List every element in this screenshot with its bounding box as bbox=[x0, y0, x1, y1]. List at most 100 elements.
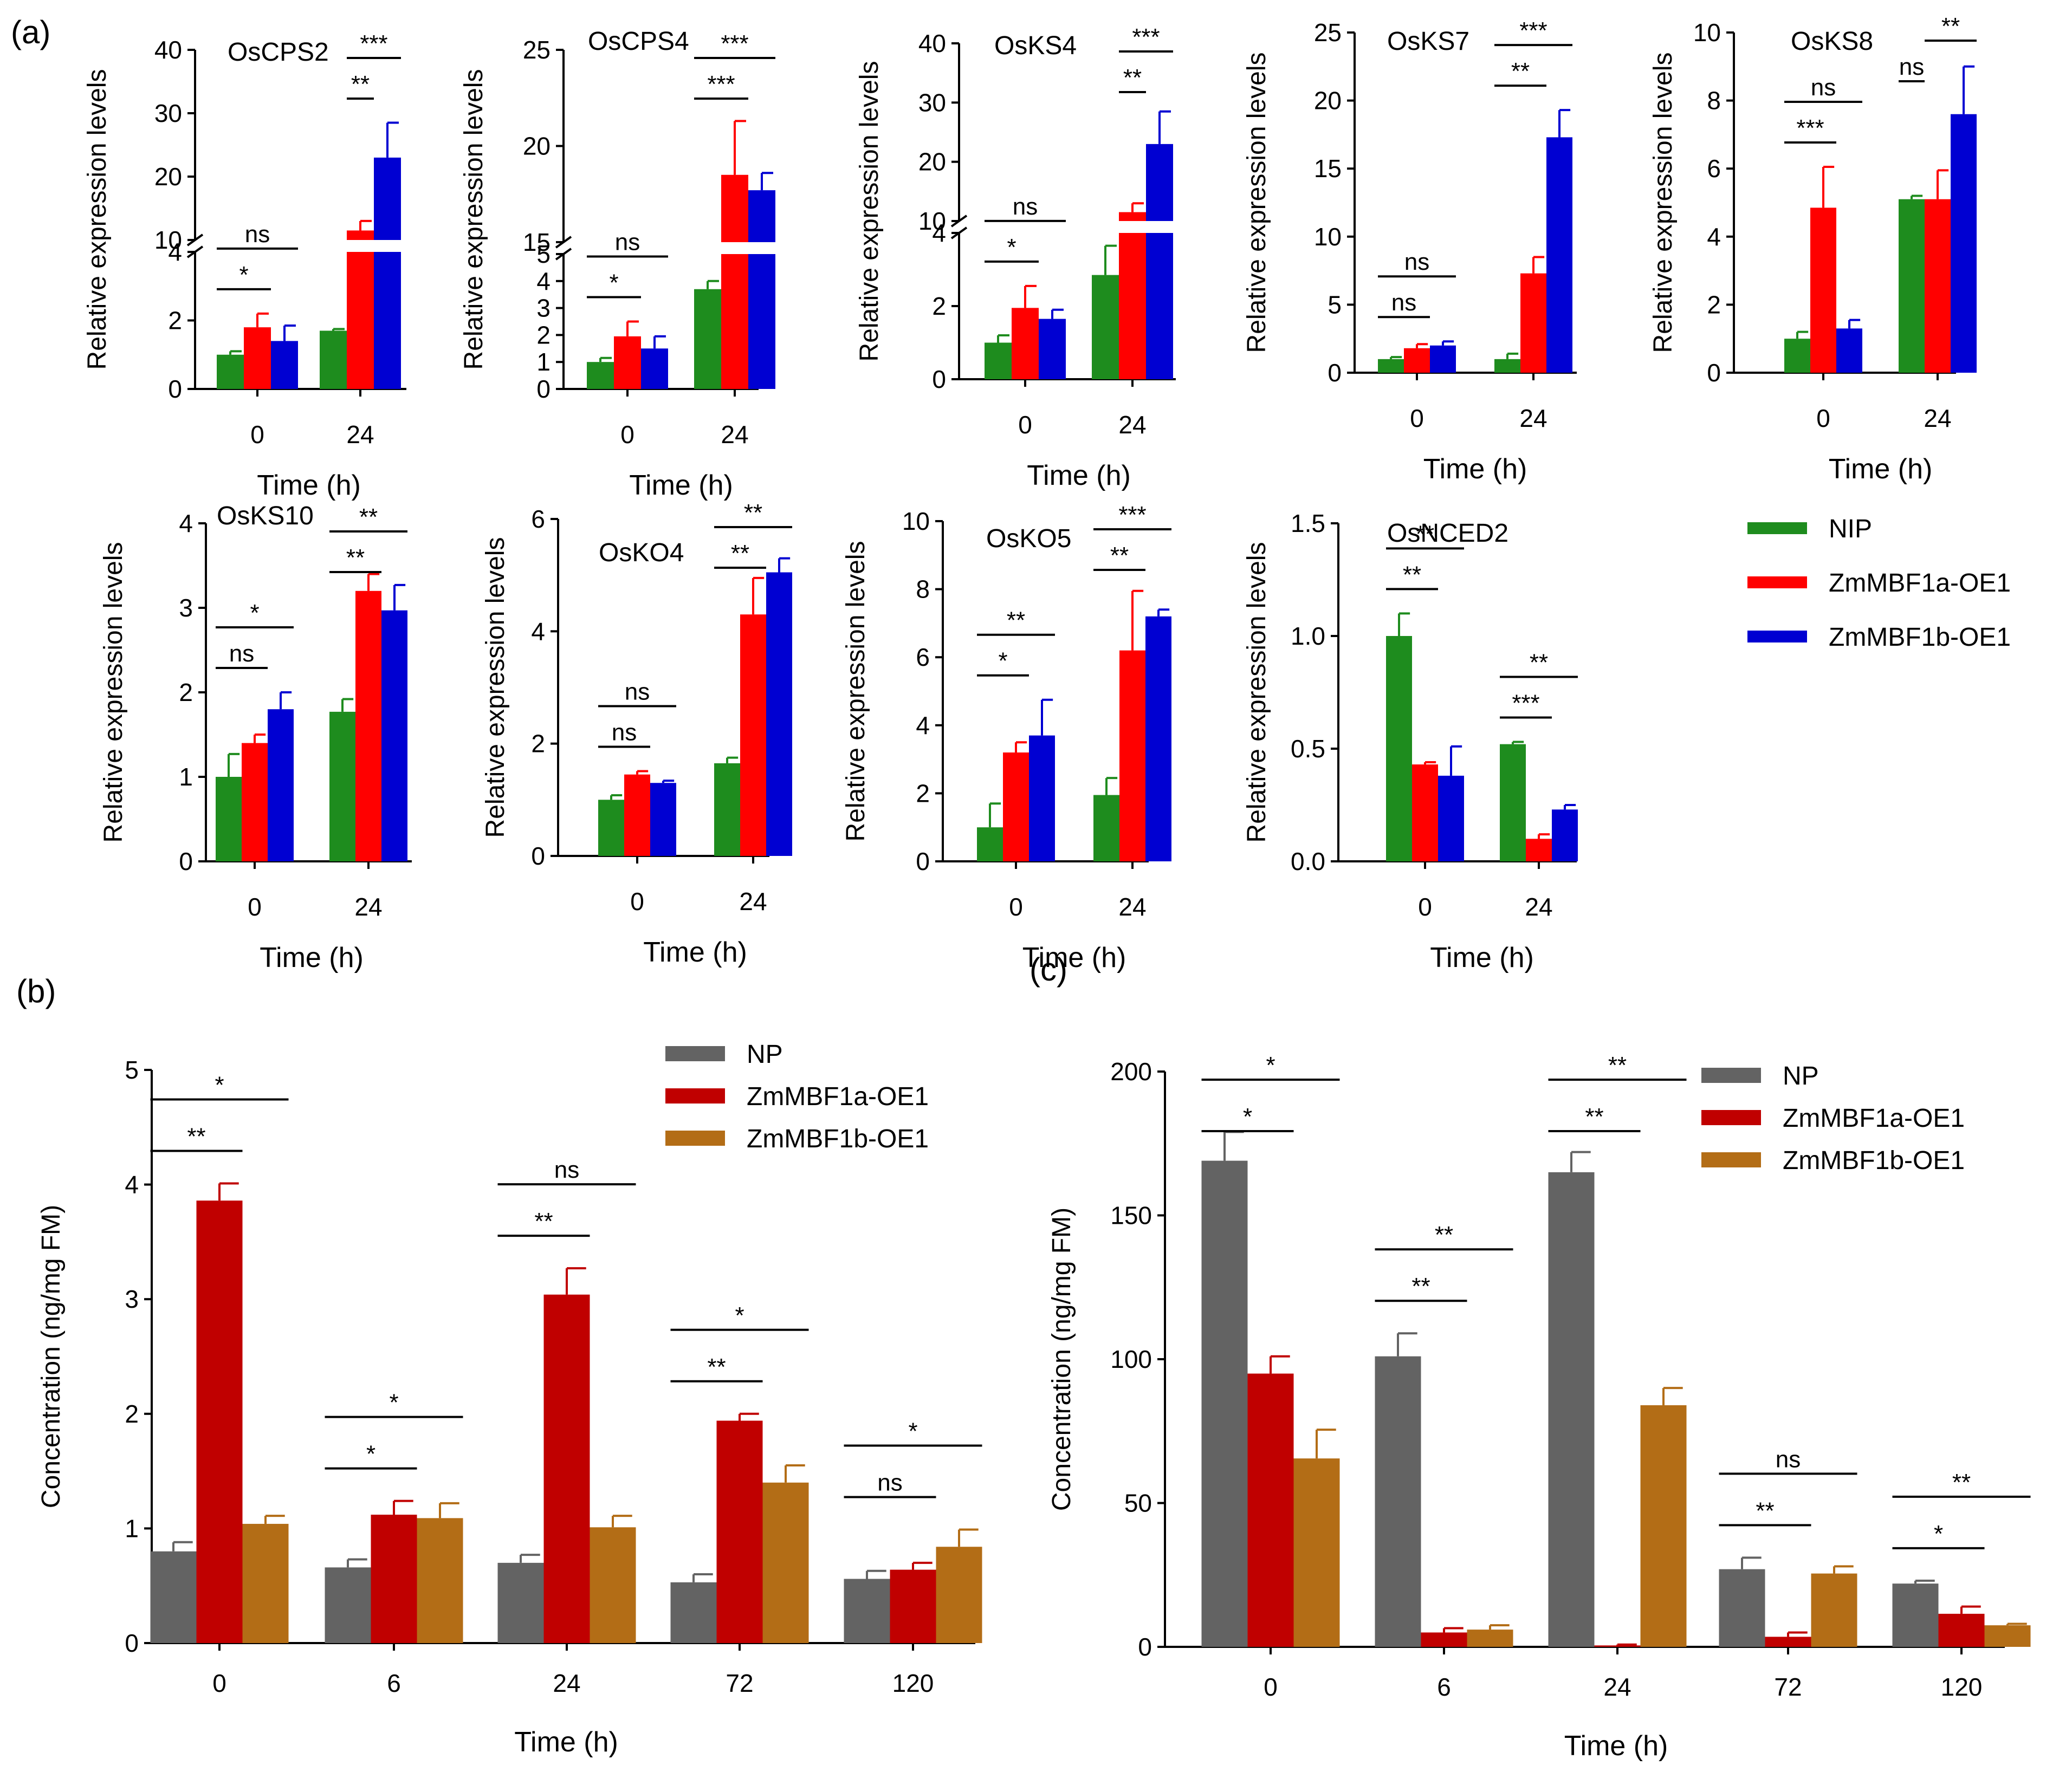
significance-label: ** bbox=[1756, 1497, 1774, 1524]
y-axis-title: Concentration (ng/mg FM) bbox=[1047, 1208, 1076, 1511]
significance-label: ** bbox=[534, 1208, 553, 1235]
y-tick-label: 0 bbox=[916, 847, 930, 875]
y-tick-label: 50 bbox=[1124, 1489, 1152, 1517]
legend-swatch bbox=[1747, 576, 1807, 588]
significance-label: ns bbox=[1391, 289, 1416, 316]
x-tick-label: 24 bbox=[354, 893, 382, 921]
significance-label: * bbox=[1243, 1104, 1252, 1130]
significance-label: ** bbox=[351, 71, 370, 98]
bar bbox=[650, 783, 676, 856]
bar bbox=[196, 1200, 243, 1643]
chart-title: OsKS10 bbox=[217, 502, 314, 530]
significance-label: ** bbox=[707, 1354, 726, 1380]
significance-label: * bbox=[735, 1302, 744, 1329]
bar bbox=[381, 610, 407, 861]
y-tick-label: 100 bbox=[1110, 1345, 1152, 1373]
bar bbox=[1938, 1613, 1985, 1647]
y-tick-label: 150 bbox=[1110, 1202, 1152, 1230]
y-tick-label: 2 bbox=[536, 321, 551, 349]
x-tick-label: 0 bbox=[212, 1669, 226, 1697]
legend-label: ZmMBF1a-OE1 bbox=[1829, 569, 2011, 598]
significance-label: * bbox=[1266, 1052, 1275, 1079]
y-tick-label: 1 bbox=[179, 763, 193, 791]
y-tick-label: 5 bbox=[125, 1056, 139, 1084]
significance-label: ** bbox=[731, 540, 749, 567]
panel-label-c: (c) bbox=[1029, 951, 1067, 988]
bar bbox=[1784, 339, 1810, 373]
significance-label: ** bbox=[1585, 1104, 1603, 1130]
significance-label: *** bbox=[1519, 17, 1547, 44]
bar bbox=[670, 1582, 717, 1643]
legend-label: NP bbox=[1783, 1062, 1819, 1091]
chart-title: OsKS7 bbox=[1387, 27, 1469, 56]
y-tick-label: 2 bbox=[916, 779, 930, 807]
bar bbox=[740, 614, 766, 856]
significance-label: ns bbox=[554, 1157, 579, 1183]
y-axis-title: Relative expression levels bbox=[1242, 53, 1271, 353]
bar bbox=[325, 1567, 371, 1643]
significance-label: ** bbox=[1411, 1273, 1430, 1300]
bar bbox=[1293, 1458, 1340, 1647]
bar bbox=[985, 342, 1012, 379]
x-tick-label: 24 bbox=[1924, 404, 1951, 432]
y-tick-label: 4 bbox=[125, 1171, 139, 1199]
bar bbox=[1925, 199, 1951, 373]
y-tick-label: 4 bbox=[1707, 223, 1721, 251]
bar bbox=[1500, 744, 1526, 861]
chart-title: OsKS8 bbox=[1791, 27, 1873, 56]
x-tick-label: 24 bbox=[553, 1669, 580, 1697]
bar bbox=[1494, 359, 1520, 373]
x-tick-label: 0 bbox=[620, 420, 634, 449]
y-tick-label: 4 bbox=[916, 711, 930, 739]
y-tick-label: 0 bbox=[1138, 1633, 1152, 1661]
bar bbox=[1520, 273, 1546, 373]
bar bbox=[587, 362, 614, 389]
legend-b: NP ZmMBF1a-OE1 ZmMBF1b-OE1 bbox=[665, 1040, 929, 1153]
significance-label: ns bbox=[625, 678, 650, 705]
bar bbox=[1836, 328, 1862, 373]
x-tick-label: 0 bbox=[630, 887, 644, 916]
legend-label: ZmMBF1b-OE1 bbox=[747, 1125, 929, 1153]
bar bbox=[1029, 735, 1055, 861]
significance-label: * bbox=[1934, 1521, 1943, 1547]
significance-label: ns bbox=[615, 229, 640, 256]
legend-label: ZmMBF1b-OE1 bbox=[1783, 1146, 1965, 1175]
bar bbox=[1201, 1160, 1248, 1647]
y-tick-label: 4 bbox=[168, 238, 182, 266]
chart-title: OsKO5 bbox=[986, 524, 1071, 553]
x-tick-label: 24 bbox=[1603, 1673, 1631, 1701]
y-axis-title: Relative expression levels bbox=[855, 61, 884, 362]
bar-upper bbox=[1146, 144, 1173, 221]
bar bbox=[1552, 809, 1578, 861]
y-tick-label: 8 bbox=[1707, 87, 1721, 115]
y-tick-label: 40 bbox=[918, 29, 946, 57]
chart-osnced2: 0.0 0.5 1.0 1.5 0 24 Relative expression level… bbox=[1242, 509, 1578, 973]
x-tick-label: 24 bbox=[1519, 404, 1547, 432]
x-tick-label: 72 bbox=[1774, 1673, 1802, 1701]
bar bbox=[1039, 319, 1066, 379]
y-tick-label: 0 bbox=[531, 842, 545, 870]
significance-label: ** bbox=[744, 499, 762, 526]
bar bbox=[1378, 359, 1404, 373]
x-tick-label: 0 bbox=[1264, 1673, 1278, 1701]
y-tick-label: 10 bbox=[902, 507, 930, 535]
legend-a: NIP ZmMBF1a-OE1 ZmMBF1b-OE1 bbox=[1747, 515, 2011, 652]
y-tick-label: 0 bbox=[125, 1629, 139, 1657]
bar bbox=[716, 1420, 763, 1643]
x-axis-title: Time (h) bbox=[1564, 1730, 1668, 1762]
y-tick-label: 15 bbox=[1314, 154, 1342, 183]
bar-upper bbox=[721, 174, 748, 242]
bar bbox=[242, 1523, 289, 1643]
y-tick-label: 25 bbox=[1314, 18, 1342, 47]
bar bbox=[1548, 1172, 1595, 1647]
significance-label: *** bbox=[360, 30, 387, 57]
x-tick-label: 120 bbox=[892, 1669, 934, 1697]
legend-swatch bbox=[1747, 522, 1807, 534]
x-axis-title: Time (h) bbox=[514, 1726, 618, 1758]
x-axis-title: Time (h) bbox=[1829, 453, 1933, 485]
x-tick-label: 0 bbox=[1009, 893, 1023, 921]
y-tick-label: 200 bbox=[1110, 1057, 1152, 1086]
